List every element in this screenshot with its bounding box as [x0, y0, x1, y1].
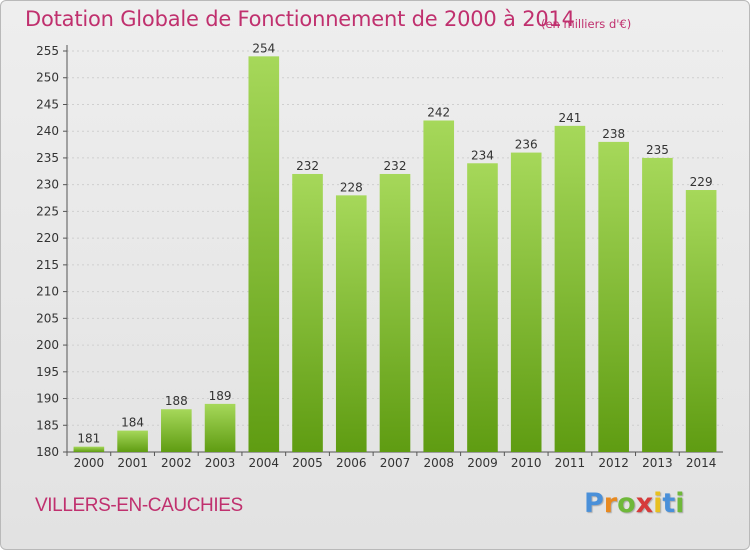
logo-letter: o: [617, 488, 636, 519]
logo-letter: r: [603, 488, 618, 519]
y-tick-label: 250: [36, 71, 59, 85]
logo-letter: P: [584, 488, 604, 519]
bar-value-label: 229: [690, 175, 713, 189]
bar-value-label: 181: [77, 432, 100, 446]
bar-value-label: 238: [602, 127, 625, 141]
y-tick-label: 210: [36, 285, 59, 299]
proxiti-logo[interactable]: Proxiti: [584, 488, 685, 519]
x-tick-label: 2012: [598, 456, 629, 470]
y-tick-label: 230: [36, 178, 59, 192]
bar-value-label: 189: [209, 389, 232, 403]
bar-2002: [161, 409, 192, 452]
x-tick-label: 2007: [380, 456, 411, 470]
y-tick-label: 235: [36, 151, 59, 165]
commune-name: VILLERS-EN-CAUCHIES: [35, 495, 243, 516]
chart-subtitle: (en milliers d'€): [541, 17, 632, 31]
bar-value-label: 241: [558, 111, 581, 125]
x-tick-label: 2005: [292, 456, 323, 470]
logo-letter: i: [675, 488, 685, 519]
x-tick-label: 2002: [161, 456, 192, 470]
x-tick-label: 2004: [249, 456, 280, 470]
y-tick-label: 225: [36, 204, 59, 218]
x-tick-label: 2000: [74, 456, 105, 470]
bar-value-label: 234: [471, 148, 494, 162]
bar-value-label: 232: [296, 159, 319, 173]
y-tick-label: 195: [36, 365, 59, 379]
y-tick-label: 245: [36, 97, 59, 111]
y-tick-label: 180: [36, 445, 59, 459]
bar-value-label: 188: [165, 394, 188, 408]
bar-2008: [423, 120, 455, 453]
bar-2011: [554, 125, 586, 452]
y-tick-label: 185: [36, 418, 59, 432]
y-tick-label: 205: [36, 311, 59, 325]
x-tick-label: 2013: [642, 456, 673, 470]
y-tick-label: 255: [36, 44, 59, 58]
bar-2007: [379, 173, 411, 452]
y-tick-label: 190: [36, 392, 59, 406]
x-tick-label: 2001: [117, 456, 148, 470]
bar-2005: [292, 173, 323, 452]
bar-2004: [248, 56, 280, 452]
bar-2009: [467, 163, 498, 452]
logo-letter: x: [635, 488, 654, 519]
bar-2006: [335, 195, 367, 453]
x-tick-label: 2008: [423, 456, 454, 470]
x-tick-label: 2010: [511, 456, 542, 470]
bar-2000: [73, 446, 105, 452]
bar-2003: [204, 403, 236, 452]
x-tick-label: 2014: [686, 456, 717, 470]
bar-2012: [598, 141, 629, 453]
bar-value-label: 228: [340, 180, 363, 194]
bar-2014: [685, 190, 717, 452]
bar-value-label: 232: [384, 159, 407, 173]
bar-value-label: 242: [427, 106, 450, 120]
logo-letter: t: [662, 488, 676, 519]
bar-2013: [642, 157, 673, 452]
logo-letter: i: [653, 488, 663, 519]
x-tick-label: 2006: [336, 456, 367, 470]
x-tick-label: 2003: [205, 456, 236, 470]
bar-2001: [117, 430, 148, 452]
y-tick-label: 240: [36, 124, 59, 138]
x-tick-label: 2009: [467, 456, 498, 470]
bars: [73, 56, 717, 453]
bar-value-label: 235: [646, 143, 669, 157]
bar-value-label: 184: [121, 416, 144, 430]
y-tick-label: 215: [36, 258, 59, 272]
x-tick-label: 2011: [555, 456, 586, 470]
y-tick-label: 220: [36, 231, 59, 245]
bar-value-label: 254: [252, 41, 275, 55]
bar-value-label: 236: [515, 138, 538, 152]
chart-title: Dotation Globale de Fonctionnement de 20…: [25, 7, 575, 31]
bar-2010: [510, 152, 542, 452]
data-labels: 181 184 188 189 254 232 228 232 242 234 236 241 238 2…: [77, 41, 712, 445]
axes: 180 185 190 195 200 205 210 215 220 225 230 235 240 2…: [36, 44, 723, 470]
y-tick-label: 200: [36, 338, 59, 352]
